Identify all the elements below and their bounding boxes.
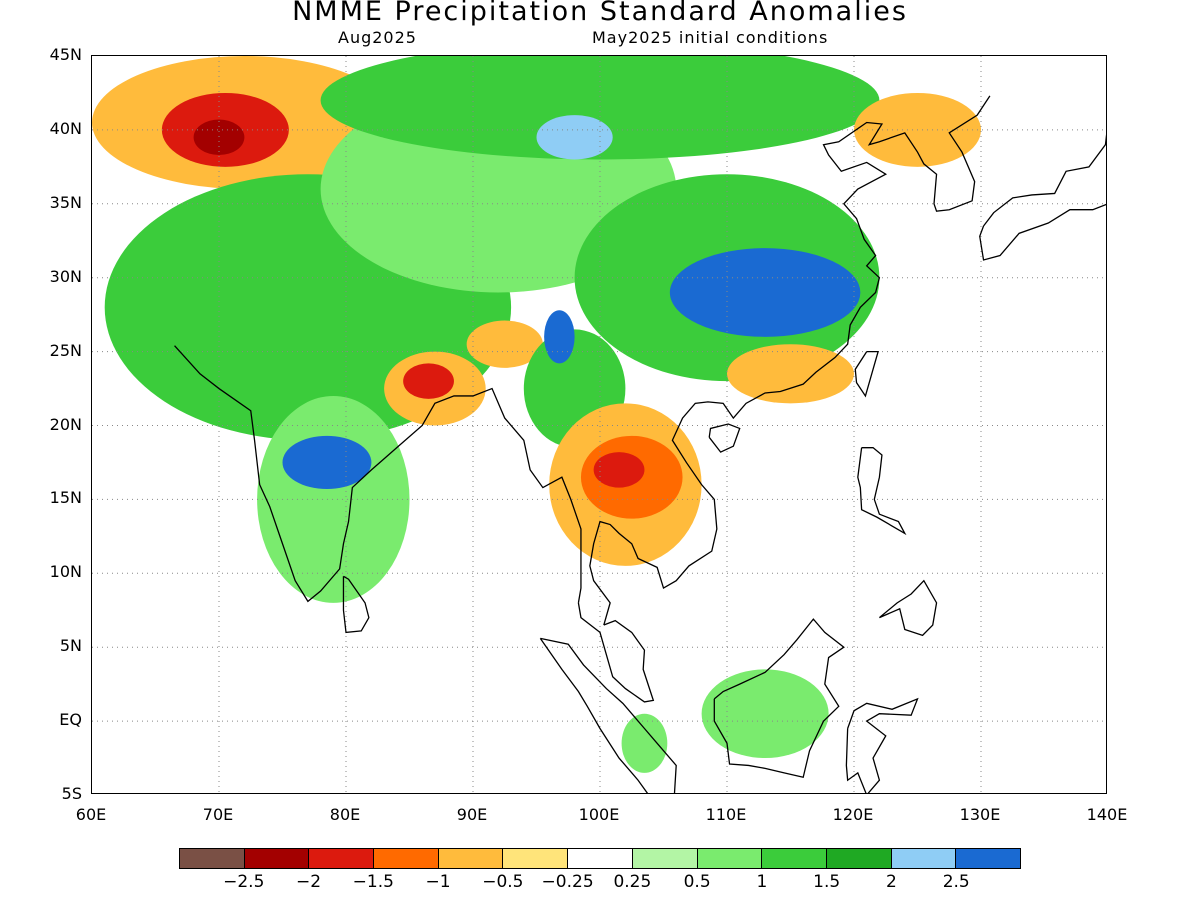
anomaly-region-peninsular-india-wet	[257, 395, 410, 603]
coastline-borneo	[713, 618, 845, 779]
map-panel	[91, 55, 1107, 794]
coastline-sumatra	[539, 637, 677, 793]
lat-label: 5S	[61, 784, 82, 803]
colorbar-swatch	[826, 849, 892, 868]
lat-label: 5N	[59, 636, 82, 656]
anomaly-region-bengal-dry-core	[403, 363, 454, 399]
coastline-thai-gulf	[589, 95, 991, 626]
colorbar-swatch	[568, 849, 633, 868]
lon-label: 70E	[202, 805, 234, 824]
coastline-sulawesi	[845, 697, 919, 793]
anomaly-map	[92, 56, 1106, 793]
colorbar-swatch	[762, 849, 827, 868]
lon-label: 100E	[578, 805, 620, 824]
lat-label: 35N	[49, 192, 82, 212]
coastline-japan	[979, 134, 1106, 261]
colorbar-label: 1.5	[813, 872, 841, 892]
lat-label: 20N	[49, 414, 82, 434]
anomaly-region-yangtze-very-wet	[669, 248, 861, 337]
coastline-hainan	[708, 423, 741, 453]
lat-label: 45N	[49, 45, 82, 64]
anomaly-region-central-asia-dry-peak	[193, 119, 245, 156]
anomaly-region-indochina-dry-peak	[593, 452, 645, 488]
lon-label: 120E	[832, 805, 874, 824]
colorbar-label: −1.5	[352, 872, 394, 892]
anomaly-region-southeast-china-dry	[727, 344, 854, 404]
map-title: NMME Precipitation Standard Anomalies	[292, 0, 908, 27]
lat-label: EQ	[59, 710, 82, 730]
lat-label: 15N	[49, 488, 82, 508]
colorbar-label: 2	[886, 872, 897, 892]
colorbar-label: 1	[756, 872, 768, 892]
colorbar-label: −2	[296, 872, 322, 892]
colorbar	[179, 848, 1021, 869]
coastline-srilanka	[342, 575, 370, 634]
colorbar-label: −0.25	[541, 872, 594, 892]
anomaly-region-borneo-wet	[701, 669, 829, 759]
coastline-mindanao	[878, 579, 938, 637]
lon-label: 130E	[959, 805, 1001, 824]
anomaly-region-sumatra-wet	[621, 713, 668, 773]
colorbar-swatch	[697, 849, 763, 868]
initial-conditions: May2025 initial conditions	[592, 28, 829, 47]
colorbar-label: 2.5	[942, 872, 970, 892]
coastline-malay	[577, 602, 655, 703]
lat-label: 25N	[49, 340, 82, 360]
lat-label: 30N	[49, 266, 82, 286]
colorbar-swatch	[309, 849, 375, 868]
colorbar-swatch	[180, 849, 245, 868]
colorbar-swatch	[632, 849, 698, 868]
colorbar-label: −2.5	[223, 872, 265, 892]
colorbar-label: −0.5	[482, 872, 524, 892]
lat-label: 40N	[49, 118, 82, 138]
coastline-luzon	[857, 447, 907, 536]
coastline-india	[174, 345, 582, 603]
anomaly-region-mongolia-wet	[320, 56, 880, 160]
colorbar-swatch	[956, 849, 1020, 868]
colorbar-label: 0.25	[613, 872, 652, 892]
anomaly-region-west-china-wet	[536, 115, 613, 160]
anomaly-region-myanmar-very-wet	[544, 310, 575, 364]
coastline-taiwan	[854, 350, 879, 398]
anomaly-region-northeast-india-dry	[466, 320, 543, 368]
colorbar-swatch	[503, 849, 569, 868]
colorbar-label: 0.5	[683, 872, 711, 892]
lon-label: 90E	[456, 805, 488, 824]
anomaly-region-central-india-very-wet	[282, 435, 372, 490]
lat-label: 10N	[49, 562, 82, 582]
lon-label: 60E	[75, 805, 107, 824]
colorbar-label: −1	[425, 872, 451, 892]
lon-label: 110E	[705, 805, 747, 824]
lon-label: 140E	[1086, 805, 1128, 824]
colorbar-swatch	[438, 849, 504, 868]
colorbar-swatch	[244, 849, 310, 868]
forecast-month: Aug2025	[338, 28, 417, 47]
lon-label: 80E	[329, 805, 361, 824]
colorbar-swatch	[891, 849, 957, 868]
colorbar-swatch	[374, 849, 439, 868]
